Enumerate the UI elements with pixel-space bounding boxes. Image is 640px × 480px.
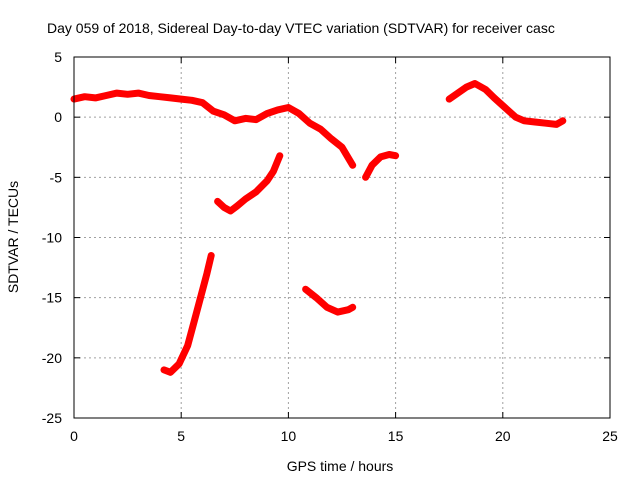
x-tick-label: 5 xyxy=(177,428,185,444)
series-arc-4 xyxy=(302,285,357,316)
x-axis-label: GPS time / hours xyxy=(287,458,394,474)
y-tick-label: -25 xyxy=(42,410,62,426)
x-tick-label: 10 xyxy=(281,428,297,444)
y-tick-label: -15 xyxy=(42,290,62,306)
chart-title: Day 059 of 2018, Sidereal Day-to-day VTE… xyxy=(47,20,555,36)
y-axis-label: SDTVAR / TECUs xyxy=(5,181,21,293)
series-arc-5 xyxy=(362,151,400,181)
x-tick-label: 20 xyxy=(495,428,511,444)
data-traces xyxy=(70,80,567,376)
series-arc-1 xyxy=(70,89,357,169)
y-axis-ticks: -25 -20 -15 -10 -5 0 5 xyxy=(42,49,610,426)
x-axis-ticks: 0 5 10 15 20 25 xyxy=(70,57,618,444)
x-tick-label: 0 xyxy=(70,428,78,444)
y-tick-label: -10 xyxy=(42,230,62,246)
series-arc-6 xyxy=(445,80,567,128)
y-tick-label: 5 xyxy=(54,49,62,65)
grid xyxy=(74,57,610,418)
y-tick-label: 0 xyxy=(54,109,62,125)
y-tick-label: -5 xyxy=(50,169,63,185)
series-arc-3 xyxy=(214,152,284,215)
x-tick-label: 15 xyxy=(388,428,404,444)
x-tick-label: 25 xyxy=(602,428,618,444)
y-tick-label: -20 xyxy=(42,350,62,366)
series-arc-2 xyxy=(160,252,215,376)
